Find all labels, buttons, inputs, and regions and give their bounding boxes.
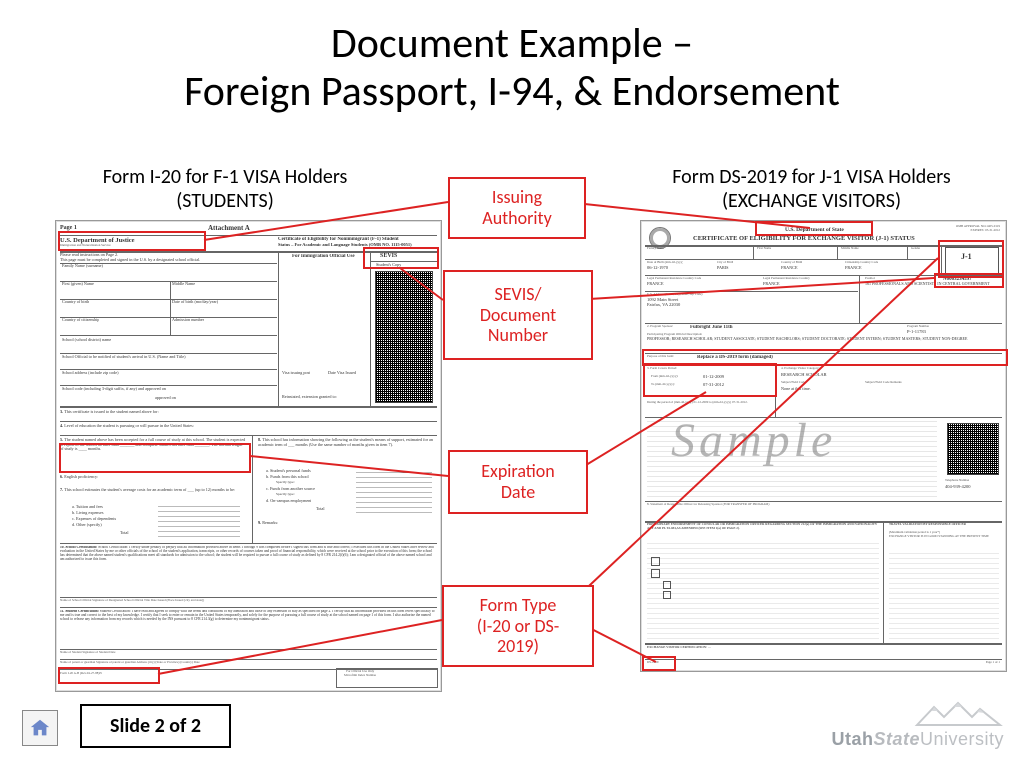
hl-ds-form-type [642, 656, 676, 671]
usu-logo: UtahStateUniversity [831, 699, 1004, 750]
mountain-icon [914, 699, 1004, 727]
i20-date-issued: Date Visa Issued [328, 371, 356, 376]
i20-school-off: School Official to be notified of studen… [62, 355, 186, 360]
callout-sevis-number: SEVIS/ Document Number [443, 270, 593, 360]
i20-visa-port: Visa issuing post [282, 371, 310, 376]
hl-i20-form-type [58, 667, 160, 684]
i20-attachment: Attachment A [208, 225, 250, 233]
hl-i20-sevis [363, 247, 439, 269]
title-line-1: Document Example – [0, 20, 1024, 68]
slide-stage: Document Example – Foreign Passport, I-9… [0, 0, 1024, 768]
i20-item11: 11. Student Certification: Student Certi… [60, 610, 436, 622]
callout-form-type: Form Type (I-20 or DS- 2019) [442, 585, 594, 667]
i20-f-first: First (given) Name [62, 282, 94, 287]
ds-page: Page 1 of 1 [986, 661, 1000, 665]
ds-prelim: PRELIMINARY ENDORSEMENT OF CONSULAR OR I… [647, 523, 879, 530]
callout-expiration-date: Expiration Date [448, 450, 588, 514]
i20-item9: 9. Remarks: [258, 521, 278, 526]
i20-sig-10: Name of School Official Signature of Des… [60, 599, 436, 603]
i20-sig-11: Name of Student Signature of Student Dat… [60, 651, 436, 655]
hl-ds-period [643, 363, 777, 397]
ds-ev-cert: EXCHANGE VISITOR CERTIFICATION: … [647, 646, 711, 650]
ds-title: CERTIFICATE OF ELIGIBILITY FOR EXCHANGE … [693, 235, 915, 242]
i20-item8: 8. This school has information showing t… [258, 438, 434, 447]
ds-omb: OMB APPROVAL NO.1405-0119 EXPIRES: 03-31… [956, 225, 1000, 232]
ds-ro-statement: 8. Statement of Responsible Officer for … [647, 503, 999, 507]
i20-f-cob: Country of birth [62, 300, 89, 305]
hl-i20-issuing-authority [58, 231, 206, 251]
i20-item7: 7. This school estimates the student's a… [60, 488, 246, 493]
home-button[interactable] [22, 710, 58, 746]
slide-title: Document Example – Foreign Passport, I-9… [0, 20, 1024, 117]
i20-item10: 10. School Certification: School Certifi… [60, 546, 436, 562]
ds-travel-sub: (Maximum validation period is 1 year*) E… [889, 531, 999, 538]
i20-sig-parent: Name of parent or guardian Signature of … [60, 661, 436, 665]
i20-f-middle: Middle Name [172, 282, 195, 287]
i20-f-adm: Admission number [172, 318, 204, 323]
ds-barcode [947, 423, 999, 475]
i20-f-dob: Date of birth (mo/day/year) [172, 300, 218, 305]
i20-f-cit: Country of citizenship [62, 318, 99, 323]
i20-item3: 3. This certificate is issued to the stu… [60, 410, 435, 415]
i20-f-family: Family Name (surname) [62, 264, 103, 269]
i20-item6: 6. English proficiency: [60, 475, 246, 480]
title-line-2: Foreign Passport, I-94, & Endorsement [0, 68, 1024, 116]
i20-item4: 4. Level of education the student is pur… [60, 424, 435, 429]
subhead-ds2019: Form DS-2019 for J-1 VISA Holders (EXCHA… [639, 165, 984, 213]
i20-instructions: Please read instructions on Page 2. This… [60, 253, 278, 262]
i20-reinstated: Reinstated, extension granted to: [282, 395, 337, 400]
i20-approved-on: approved on [155, 396, 176, 401]
hl-ds-sevis [934, 273, 1004, 288]
slide-indicator: Slide 2 of 2 [80, 704, 231, 748]
subhead-i20: Form I-20 for F-1 VISA Holders (STUDENTS… [75, 165, 375, 213]
ds-travel: TRAVEL VALIDATION BY RESPONSIBLE OFFICER [889, 523, 999, 527]
i20-school-name: School (school district) name [62, 338, 111, 343]
i20-cert-title: Certificate of Eligibility for Nonimmigr… [278, 237, 399, 243]
hl-ds-issuing-authority [755, 221, 873, 236]
i20-for-use: For Immigration Official Use [292, 254, 355, 260]
i20-sevis-barcode [375, 271, 433, 403]
callout-issuing-authority: Issuing Authority [448, 177, 586, 239]
i20-school-code: School code (including 3-digit suffix, i… [62, 387, 166, 392]
i20-school-addr: School address (include zip code) [62, 371, 119, 376]
hl-i20-expiration [59, 443, 251, 473]
home-icon [29, 717, 51, 739]
